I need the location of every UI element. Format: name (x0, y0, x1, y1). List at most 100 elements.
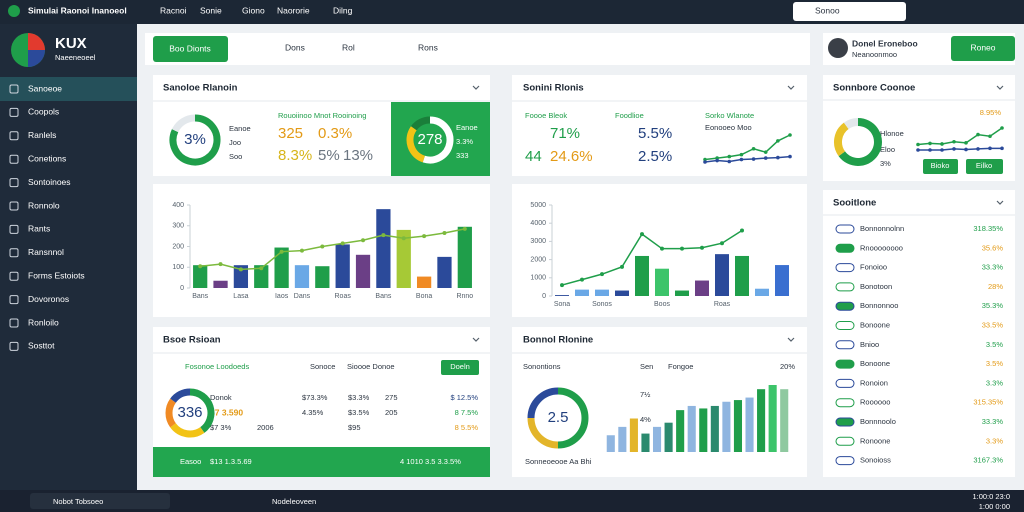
x-tick-label: Boos (654, 301, 670, 308)
row-label: Ronoion (860, 378, 888, 387)
donut-label: 2.5 (548, 409, 569, 426)
taskbar-text: Nobot Tobsoeo (53, 497, 103, 506)
y-tick-label: 1000 (530, 275, 546, 282)
card-a-text: Rouoiinoo Mnot Rooinoing (278, 111, 366, 120)
line (917, 127, 1003, 146)
row-icon (835, 378, 855, 388)
donut-segment (838, 118, 882, 166)
bar (396, 229, 411, 288)
line-point (916, 148, 920, 152)
trend-point (720, 241, 724, 246)
menu-item[interactable]: Ranlels (28, 130, 56, 140)
profile-button[interactable] (951, 36, 1015, 61)
bar (715, 254, 729, 296)
card-e-text: Sonontions (523, 362, 561, 371)
bar (768, 385, 777, 452)
bar (629, 418, 638, 452)
donut-segment (527, 417, 559, 449)
card-d-text: 275 (385, 393, 398, 402)
menu-item[interactable]: Ransnnol (28, 247, 64, 257)
row-label: Bnioo (860, 340, 879, 349)
toolbar (145, 33, 810, 65)
bar (575, 289, 589, 296)
card-button[interactable] (966, 159, 1003, 174)
list-text: Sooitlone (833, 198, 876, 209)
taskbar-search[interactable] (30, 493, 170, 509)
row-icon (835, 436, 855, 446)
line-point (739, 157, 744, 162)
trend-point (740, 228, 744, 233)
menu-item[interactable]: Ronnolo (28, 200, 60, 210)
card-d-text: 8 5.5% (455, 423, 479, 432)
menu-item[interactable]: Sontoinoes (28, 177, 71, 187)
trend-point (422, 234, 427, 239)
bar (193, 265, 208, 288)
row-value: 3.3% (986, 436, 1003, 445)
bar (437, 256, 452, 288)
card-d-text: $3.5% (348, 408, 370, 417)
menu-item[interactable]: Forms Estoiots (28, 270, 85, 280)
chevrons[interactable] (472, 85, 1004, 342)
bar (635, 255, 649, 296)
card-a-text: 5% (318, 147, 340, 164)
row-value: 3167.3% (973, 456, 1003, 465)
topbar-text: Naororie (277, 5, 310, 15)
card-c-text: Sonnbore Coonoe (833, 83, 915, 94)
donut-segment (170, 388, 191, 403)
card-c-text: Bioko (931, 161, 950, 170)
donut-segment (527, 387, 559, 419)
donut-label: 3% (184, 131, 206, 148)
trend-point (600, 272, 604, 277)
card-b-text: Sonini Rlonis (523, 83, 584, 94)
card-button[interactable] (441, 360, 479, 375)
bar (294, 265, 310, 288)
trend-point (560, 283, 564, 288)
menu-icon (9, 271, 19, 281)
bar (755, 288, 769, 296)
trend-point (279, 249, 284, 254)
donut-segment (165, 398, 177, 428)
row-value: 33.3% (982, 263, 1004, 272)
bar (457, 226, 472, 288)
card-button[interactable] (923, 159, 958, 174)
menu-icon (9, 224, 19, 234)
line-point (727, 154, 732, 159)
x-tick-label: Roas (714, 301, 731, 308)
card-a-text: Eanoe (456, 123, 478, 132)
y-tick-label: 0 (542, 293, 546, 300)
menu-item[interactable]: Sosttot (28, 341, 55, 351)
card-d-text: Bsoe Rsioan (163, 335, 221, 346)
search-box[interactable] (793, 2, 906, 21)
card-a-text: Soo (229, 152, 242, 161)
bar (606, 435, 615, 452)
row-value: 3.3% (986, 378, 1003, 387)
logo-part (28, 50, 45, 67)
line-point (964, 147, 968, 152)
row-icon (835, 243, 855, 253)
trend-point (660, 246, 664, 251)
line-point (739, 152, 744, 157)
menu-item[interactable]: Coopols (28, 107, 59, 117)
card-b-text: Eonooeo Moo (705, 123, 752, 132)
card-d-text: Doeln (450, 362, 470, 371)
trend-point (218, 262, 223, 267)
y-tick-label: 5000 (530, 202, 546, 209)
row-icon (835, 263, 855, 273)
donut-label: 336 (177, 404, 202, 421)
row-label: Rnoooooooo (860, 243, 903, 252)
bar (555, 295, 569, 296)
line-point (715, 158, 719, 163)
card-b-text: 5.5% (638, 125, 672, 142)
line-point (751, 146, 756, 151)
card-d-text: $7 3.590 (210, 407, 243, 417)
bar (416, 276, 432, 288)
menu-item[interactable]: Sanoeoe (28, 83, 62, 93)
row-icon (835, 359, 855, 369)
card-d-text: $3.3% (348, 393, 370, 402)
x-tick-label: Bans (375, 293, 391, 300)
toolbar-button[interactable] (153, 36, 228, 62)
menu-item[interactable]: Ronloilo (28, 317, 59, 327)
menu-item[interactable]: Conetions (28, 153, 66, 163)
menu-item[interactable]: Rants (28, 224, 50, 234)
menu-item[interactable]: Dovoronos (28, 294, 69, 304)
